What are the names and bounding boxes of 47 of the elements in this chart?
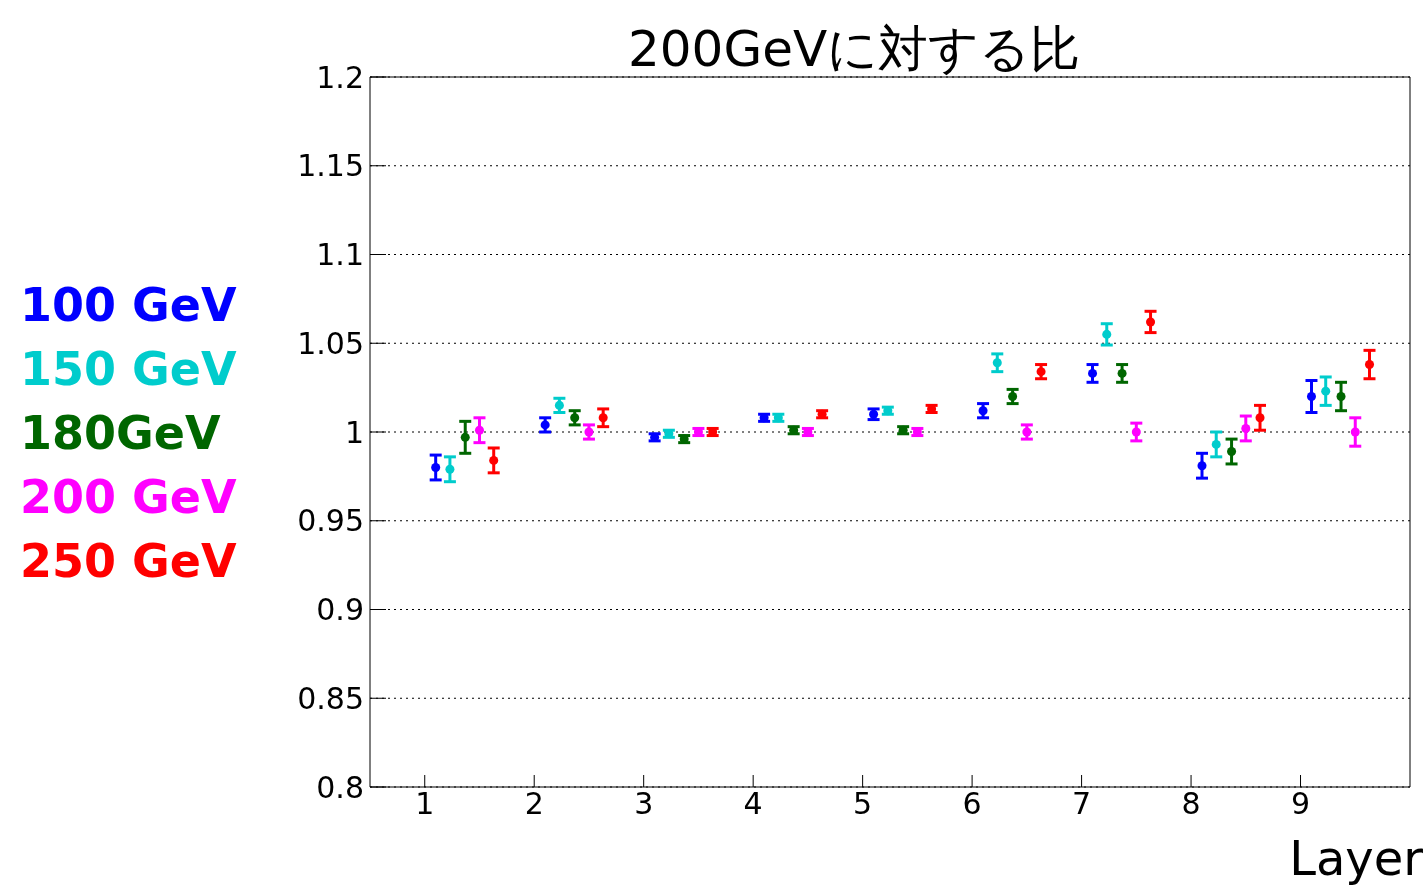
y-tick-label: 1.15 [297,148,364,184]
point [1255,413,1265,423]
point [489,455,499,465]
text: 100 GeV [20,277,237,334]
x-tick-label: 7 [1072,786,1092,822]
point [598,413,608,423]
point [1088,368,1098,378]
point [460,432,470,442]
text: 250 GeV [20,533,237,590]
point [1131,427,1141,437]
y-tick-label: 1.1 [316,237,364,273]
point [474,425,484,435]
x-tick-label: 8 [1181,786,1201,822]
point [1350,427,1360,437]
point [1336,391,1346,402]
point [445,464,455,474]
text: 200 GeV [20,469,237,526]
x-tick-label: 1 [415,786,435,822]
x-tick-label: 5 [853,786,873,822]
x-tick-label: 2 [524,786,544,822]
point [1306,391,1316,402]
y-tick-label: 1 [344,414,364,450]
x-axis-title: Layer [1289,830,1423,885]
text: 180GeV [20,405,222,462]
point [1117,368,1127,378]
point [992,358,1002,368]
point [1321,386,1331,396]
y-tick-label: 0.8 [316,769,364,805]
point [1241,423,1251,433]
chart-title: 200GeVに対する比 [628,19,1081,80]
x-tick-label: 6 [962,786,982,822]
text: 150 GeV [20,341,237,398]
point [1227,447,1237,457]
y-tick-label: 1.2 [316,59,364,95]
x-tick-label: 4 [743,786,763,822]
x-tick-label: 3 [634,786,654,822]
y-tick-label: 0.85 [297,680,364,716]
point [1102,329,1112,339]
point [1197,461,1207,471]
point [431,462,441,473]
y-tick-label: 0.9 [316,592,364,628]
y-tick-label: 0.95 [297,503,364,539]
point [1364,360,1375,370]
x-tick-label: 9 [1290,786,1311,822]
y-tick-label: 1.05 [297,325,364,361]
point [1146,317,1156,327]
point [1211,439,1221,449]
